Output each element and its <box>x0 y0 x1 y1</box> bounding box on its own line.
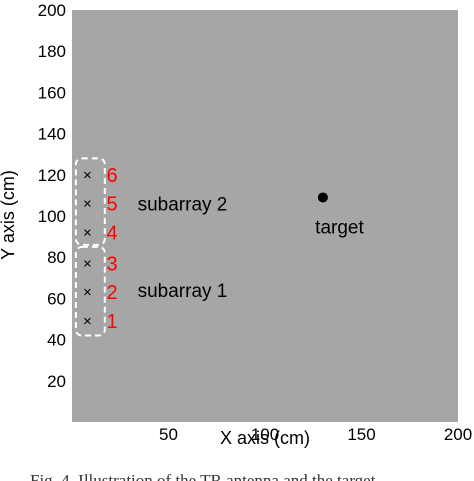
y-tick-label: 60 <box>47 289 66 308</box>
subarray-box <box>74 157 106 246</box>
y-tick-label: 120 <box>38 166 66 185</box>
y-tick-label: 20 <box>47 372 66 391</box>
annotation: subarray 1 <box>138 281 228 302</box>
antenna-element-marker: × <box>83 224 92 241</box>
y-tick-label: 140 <box>38 125 66 144</box>
figure-caption: Fig. 4. Illustration of the TR antenna a… <box>30 471 376 481</box>
x-tick-label: 50 <box>159 425 178 444</box>
y-tick-label: 180 <box>38 42 66 61</box>
y-tick-label: 100 <box>38 207 66 226</box>
antenna-element-label: 4 <box>106 222 117 244</box>
x-axis-label: X axis (cm) <box>220 428 310 448</box>
antenna-element-label: 2 <box>106 282 117 304</box>
y-tick-label: 160 <box>38 83 66 102</box>
y-axis-label: Y axis (cm) <box>0 170 18 260</box>
plot-area <box>72 10 458 422</box>
x-tick-label: 150 <box>347 425 375 444</box>
antenna-element-label: 6 <box>106 165 117 187</box>
y-tick-label: 80 <box>47 248 66 267</box>
y-tick-label: 200 <box>38 1 66 20</box>
antenna-element-label: 3 <box>106 253 117 275</box>
antenna-element-label: 1 <box>106 311 117 333</box>
x-tick-label: 100 <box>251 425 279 444</box>
antenna-element-marker: × <box>83 284 92 301</box>
antenna-element-marker: × <box>83 196 92 213</box>
subarray-box <box>74 245 106 337</box>
target-point <box>317 192 328 203</box>
y-tick-label: 40 <box>47 331 66 350</box>
antenna-element-marker: × <box>83 255 92 272</box>
annotation: target <box>315 217 364 238</box>
antenna-element-marker: × <box>83 313 92 330</box>
antenna-element-marker: × <box>83 167 92 184</box>
annotation: subarray 2 <box>138 195 228 216</box>
x-tick-label: 200 <box>444 425 472 444</box>
antenna-element-label: 5 <box>106 194 117 216</box>
